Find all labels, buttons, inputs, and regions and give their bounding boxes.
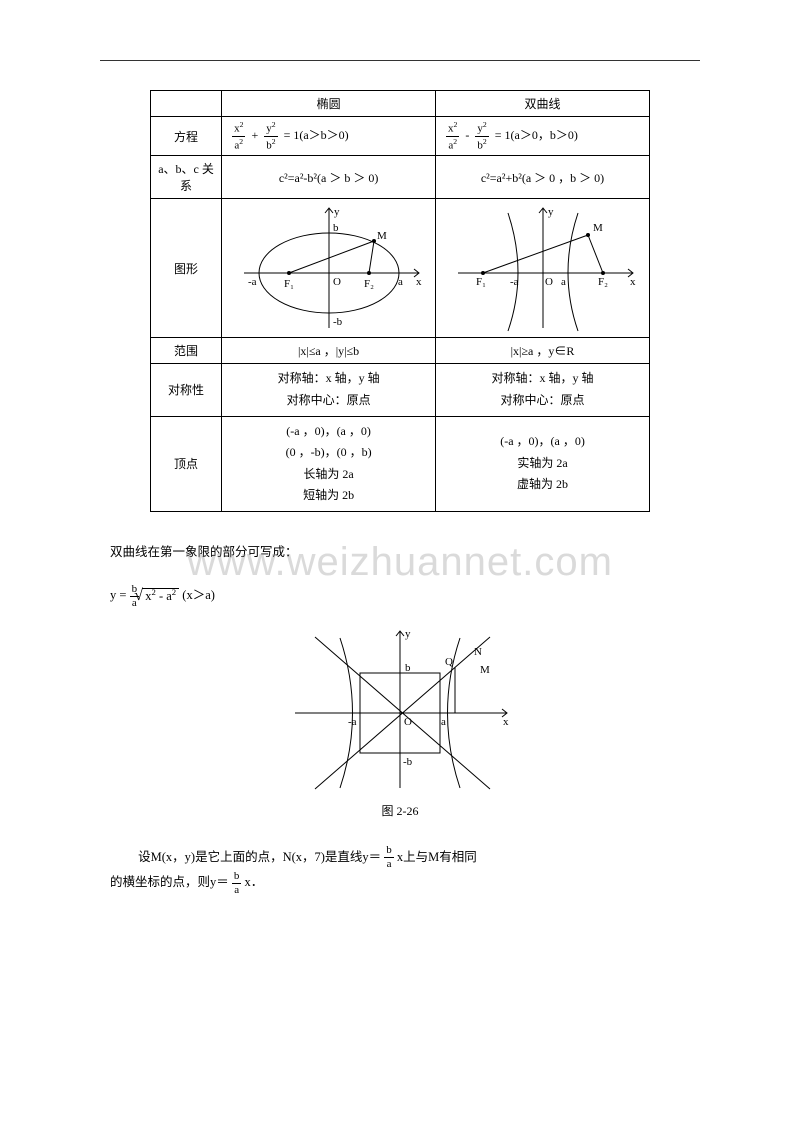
row-range: 范围 |x|≤a ，|y|≤b |x|≥a ，y∈R — [151, 338, 650, 364]
label-equation: 方程 — [151, 117, 222, 156]
cell-sym-hyperbola: 对称轴：x 轴，y 轴 对称中心：原点 — [436, 364, 650, 416]
row-figure: 图形 y x b -b — [151, 199, 650, 338]
lbl: x — [416, 276, 422, 288]
header-ellipse: 椭圆 — [222, 91, 436, 117]
lbl: F₁ — [284, 278, 294, 290]
cell-hyperbola-figure: y x a -a F₁ F₂ O M — [436, 199, 650, 338]
lbl: y — [334, 206, 340, 218]
t: (a＞0，b＞0) — [511, 128, 578, 142]
lbl: O — [333, 276, 341, 288]
t: a — [232, 884, 242, 896]
t: (a＞b＞0) — [299, 128, 348, 142]
row-equation: 方程 x2a2 + y2b2 = 1(a＞b＞0) x2a2 - y2b2 = … — [151, 117, 650, 156]
t: 对称中心：原点 — [442, 390, 643, 412]
lbl: y — [548, 206, 554, 218]
lbl: F₁ — [476, 276, 486, 288]
lbl: -a — [510, 276, 519, 288]
t: a — [384, 858, 394, 870]
header-blank — [151, 91, 222, 117]
figure-2-26: y x b -b a -a O M N Q — [285, 623, 515, 793]
cell-range-hyperbola: |x|≥a ，y∈R — [436, 338, 650, 364]
lbl: M — [593, 222, 603, 234]
hyperbola-svg: y x a -a F₁ F₂ O M — [448, 203, 638, 333]
label-abc: a、b、c 关系 — [151, 156, 222, 199]
t: 虚轴为 2b — [442, 474, 643, 496]
comparison-table: 椭圆 双曲线 方程 x2a2 + y2b2 = 1(a＞b＞0) x2a2 - … — [150, 90, 650, 512]
t: 长轴为 2a — [228, 464, 429, 486]
body-text: 双曲线在第一象限的部分可写成： y = ba x2 - a2 √ (x＞a) — [110, 540, 690, 896]
t: 对称中心：原点 — [228, 390, 429, 412]
t: b — [232, 871, 242, 884]
t: (-a ，0)，(a ，0) — [442, 431, 643, 453]
page: www.weizhuannet.com 椭圆 双曲线 方程 x2a2 + y2b… — [0, 0, 800, 1132]
cell-sym-ellipse: 对称轴：x 轴，y 轴 对称中心：原点 — [222, 364, 436, 416]
t: 实轴为 2a — [442, 453, 643, 475]
lbl: b — [405, 662, 411, 674]
lbl: M — [480, 664, 490, 676]
lbl: a — [561, 276, 566, 288]
fig2-caption: 图 2-26 — [110, 799, 690, 823]
lbl: F₂ — [598, 276, 608, 288]
t: (0 ，-b)，(0 ，b) — [228, 442, 429, 464]
lbl: a — [398, 276, 403, 288]
cell-abc-ellipse: c²=a²-b²(a ＞ b ＞ 0) — [222, 156, 436, 199]
lbl: O — [404, 716, 412, 728]
lbl: M — [377, 230, 387, 242]
t: 短轴为 2b — [228, 485, 429, 507]
cell-ellipse-eq: x2a2 + y2b2 = 1(a＞b＞0) — [222, 117, 436, 156]
row-abc: a、b、c 关系 c²=a²-b²(a ＞ b ＞ 0) c²=a²+b²(a … — [151, 156, 650, 199]
t: 设M(x，y)是它上面的点，N(x，7)是直线y＝ — [138, 850, 381, 864]
lbl: b — [333, 222, 339, 234]
row-vertex: 顶点 (-a ，0)，(a ，0) (0 ，-b)，(0 ，b) 长轴为 2a … — [151, 416, 650, 511]
lbl: -a — [348, 716, 357, 728]
lbl: -a — [248, 276, 257, 288]
cell-hyperbola-eq: x2a2 - y2b2 = 1(a＞0，b＞0) — [436, 117, 650, 156]
cell-vertex-hyperbola: (-a ，0)，(a ，0) 实轴为 2a 虚轴为 2b — [436, 416, 650, 511]
lbl: N — [474, 646, 482, 658]
top-rule — [100, 60, 700, 61]
header-hyperbola: 双曲线 — [436, 91, 650, 117]
cell-vertex-ellipse: (-a ，0)，(a ，0) (0 ，-b)，(0 ，b) 长轴为 2a 短轴为… — [222, 416, 436, 511]
lbl: x — [503, 716, 509, 728]
ellipse-svg: y x b -b a -a F₁ F₂ O M — [234, 203, 424, 333]
row-symmetry: 对称性 对称轴：x 轴，y 轴 对称中心：原点 对称轴：x 轴，y 轴 对称中心… — [151, 364, 650, 416]
label-vertex: 顶点 — [151, 416, 222, 511]
lbl: x — [630, 276, 636, 288]
label-symmetry: 对称性 — [151, 364, 222, 416]
lbl: a — [441, 716, 446, 728]
p1: 双曲线在第一象限的部分可写成： — [110, 540, 690, 565]
lbl: y — [405, 628, 411, 640]
t: (-a ，0)，(a ，0) — [228, 421, 429, 443]
lbl: Q — [445, 656, 453, 668]
lbl: F₂ — [364, 278, 374, 290]
label-range: 范围 — [151, 338, 222, 364]
t: b — [384, 845, 394, 858]
p3: 的横坐标的点，则y＝ ba x． — [110, 870, 690, 896]
p2: 设M(x，y)是它上面的点，N(x，7)是直线y＝ ba x上与M有相同 — [110, 845, 690, 871]
t: (x＞a) — [182, 588, 215, 602]
lbl: -b — [333, 316, 343, 328]
equation-line: y = ba x2 - a2 √ (x＞a) — [110, 583, 690, 609]
cell-abc-hyperbola: c²=a²+b²(a ＞ 0 ，b ＞ 0) — [436, 156, 650, 199]
t: 对称轴：x 轴，y 轴 — [442, 368, 643, 390]
cell-ellipse-figure: y x b -b a -a F₁ F₂ O M — [222, 199, 436, 338]
t: x． — [245, 875, 264, 889]
t: x上与M有相同 — [397, 850, 477, 864]
cell-range-ellipse: |x|≤a ，|y|≤b — [222, 338, 436, 364]
label-figure: 图形 — [151, 199, 222, 338]
lbl: -b — [403, 756, 413, 768]
lbl: O — [545, 276, 553, 288]
t: 的横坐标的点，则y＝ — [110, 875, 229, 889]
t: 对称轴：x 轴，y 轴 — [228, 368, 429, 390]
